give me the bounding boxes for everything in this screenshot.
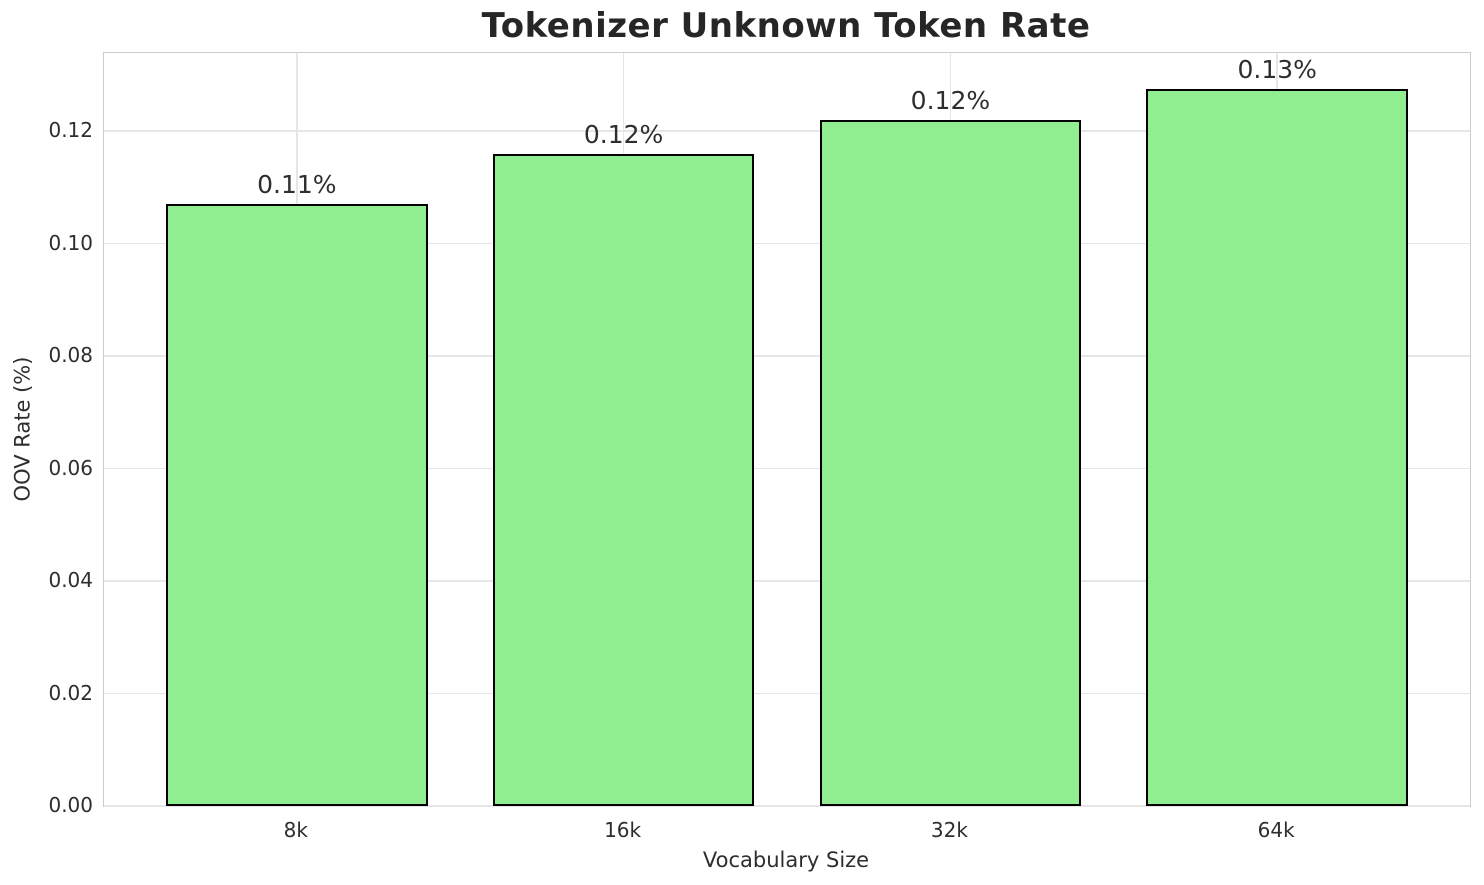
x-tick-label: 8k: [283, 818, 308, 842]
y-tick-label: 0.10: [48, 230, 93, 255]
bar: [819, 119, 1082, 806]
bar: [166, 204, 428, 806]
gridline-horizontal: [104, 467, 1470, 470]
chart-title: Tokenizer Unknown Token Rate: [481, 6, 1091, 46]
x-tick-label: 16k: [604, 818, 642, 842]
x-tick-label: 64k: [1257, 818, 1295, 842]
gridline-horizontal: [104, 580, 1470, 582]
bar-value-label: 0.12%: [583, 119, 664, 149]
bar-value-label: 0.12%: [910, 85, 991, 115]
bar-value-label: 0.13%: [1237, 55, 1317, 84]
gridline-horizontal: [104, 805, 1470, 807]
y-tick-label: 0.08: [48, 343, 93, 368]
bar-value-label: 0.11%: [257, 170, 337, 200]
bar: [492, 153, 755, 806]
plot-area: 0.11% 0.12% 0.12% 0.13%: [103, 52, 1471, 807]
gridline-horizontal: [104, 355, 1470, 357]
y-tick-label: 0.12: [48, 118, 93, 143]
gridline-horizontal: [104, 242, 1470, 245]
y-tick-label: 0.02: [48, 680, 93, 705]
y-tick-label: 0.04: [48, 568, 93, 593]
bar: [1146, 89, 1408, 806]
x-axis-label: Vocabulary Size: [702, 848, 870, 872]
y-tick-label: 0.00: [48, 793, 93, 817]
y-tick-label: 0.06: [48, 455, 93, 480]
gridline-horizontal: [104, 692, 1470, 695]
gridline-horizontal: [104, 130, 1470, 132]
x-tick-label: 32k: [930, 818, 968, 842]
